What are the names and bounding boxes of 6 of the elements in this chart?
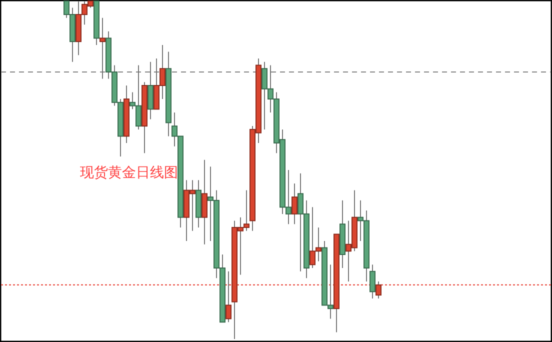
candlestick xyxy=(376,281,382,299)
candlestick xyxy=(370,264,376,299)
candlestick xyxy=(226,270,232,323)
annotation: 现货黄金日线图 xyxy=(80,165,178,181)
candlestick xyxy=(292,183,298,225)
candlestick xyxy=(202,159,208,245)
